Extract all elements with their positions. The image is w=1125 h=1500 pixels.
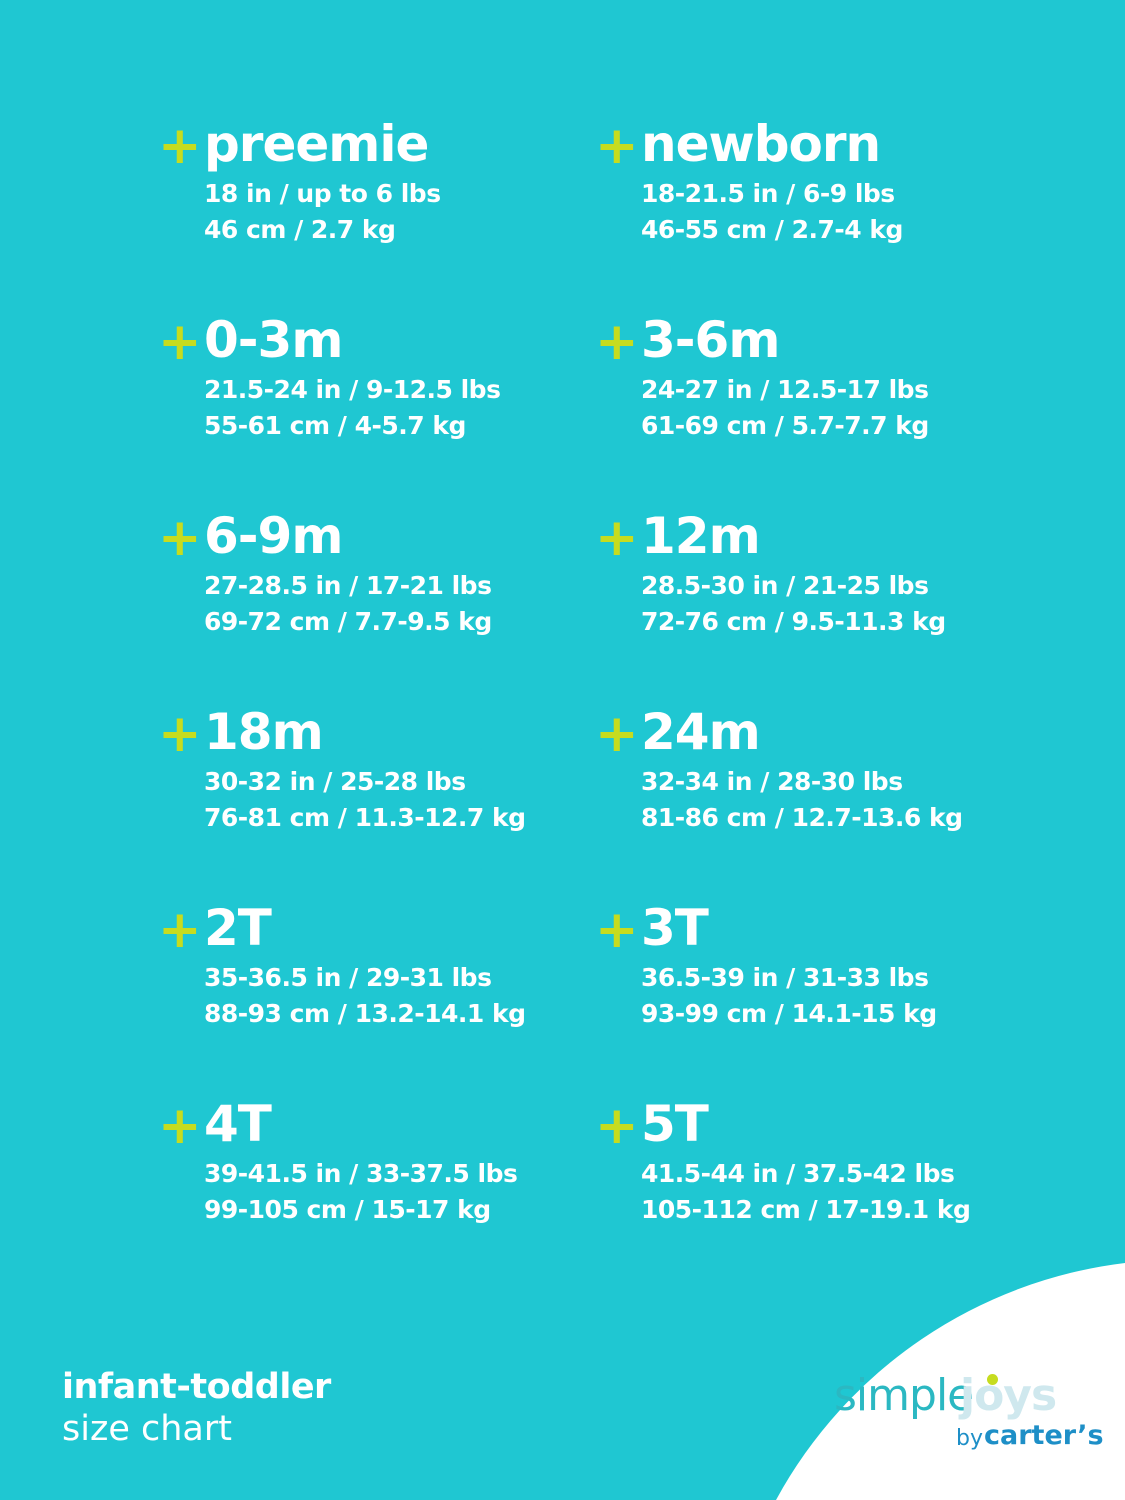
plus-icon: + bbox=[595, 900, 639, 960]
imperial-measurements: 39-41.5 in / 33-37.5 lbs bbox=[204, 1159, 518, 1188]
size-label: 18m bbox=[204, 703, 324, 761]
plus-icon: + bbox=[158, 312, 202, 372]
plus-icon: + bbox=[595, 312, 639, 372]
metric-measurements: 72-76 cm / 9.5-11.3 kg bbox=[641, 607, 946, 636]
imperial-measurements: 21.5-24 in / 9-12.5 lbs bbox=[204, 375, 501, 404]
plus-icon: + bbox=[158, 116, 202, 176]
size-label: 4T bbox=[204, 1095, 272, 1153]
metric-measurements: 46 cm / 2.7 kg bbox=[204, 215, 396, 244]
metric-measurements: 105-112 cm / 17-19.1 kg bbox=[641, 1195, 971, 1224]
size-entry: + 4T 39-41.5 in / 33-37.5 lbs 99-105 cm … bbox=[158, 1092, 595, 1288]
imperial-measurements: 30-32 in / 25-28 lbs bbox=[204, 767, 466, 796]
metric-measurements: 55-61 cm / 4-5.7 kg bbox=[204, 411, 466, 440]
size-grid: + preemie 18 in / up to 6 lbs 46 cm / 2.… bbox=[158, 112, 1032, 1288]
size-entry: + newborn 18-21.5 in / 6-9 lbs 46-55 cm … bbox=[595, 112, 1032, 308]
plus-icon: + bbox=[158, 900, 202, 960]
imperial-measurements: 28.5-30 in / 21-25 lbs bbox=[641, 571, 929, 600]
size-entry: + 18m 30-32 in / 25-28 lbs 76-81 cm / 11… bbox=[158, 700, 595, 896]
size-label: 5T bbox=[641, 1095, 709, 1153]
plus-icon: + bbox=[158, 1096, 202, 1156]
size-label: 6-9m bbox=[204, 507, 343, 565]
plus-icon: + bbox=[158, 704, 202, 764]
title-line-1: infant-toddler bbox=[62, 1367, 331, 1407]
imperial-measurements: 18-21.5 in / 6-9 lbs bbox=[641, 179, 895, 208]
metric-measurements: 81-86 cm / 12.7-13.6 kg bbox=[641, 803, 963, 832]
size-label: 12m bbox=[641, 507, 761, 565]
logo-background-shape bbox=[776, 1263, 1125, 1500]
metric-measurements: 76-81 cm / 11.3-12.7 kg bbox=[204, 803, 526, 832]
size-entry: + 6-9m 27-28.5 in / 17-21 lbs 69-72 cm /… bbox=[158, 504, 595, 700]
size-entry: + preemie 18 in / up to 6 lbs 46 cm / 2.… bbox=[158, 112, 595, 308]
size-label: 2T bbox=[204, 899, 272, 957]
size-entry: + 3-6m 24-27 in / 12.5-17 lbs 61-69 cm /… bbox=[595, 308, 1032, 504]
size-label: 3T bbox=[641, 899, 709, 957]
imperial-measurements: 27-28.5 in / 17-21 lbs bbox=[204, 571, 492, 600]
size-label: preemie bbox=[204, 115, 429, 173]
imperial-measurements: 36.5-39 in / 31-33 lbs bbox=[641, 963, 929, 992]
size-label: 3-6m bbox=[641, 311, 780, 369]
plus-icon: + bbox=[595, 704, 639, 764]
metric-measurements: 88-93 cm / 13.2-14.1 kg bbox=[204, 999, 526, 1028]
metric-measurements: 99-105 cm / 15-17 kg bbox=[204, 1195, 491, 1224]
logo-background-circle bbox=[776, 1263, 1125, 1500]
metric-measurements: 69-72 cm / 7.7-9.5 kg bbox=[204, 607, 492, 636]
plus-icon: + bbox=[158, 508, 202, 568]
plus-icon: + bbox=[595, 508, 639, 568]
plus-icon: + bbox=[595, 1096, 639, 1156]
size-entry: + 24m 32-34 in / 28-30 lbs 81-86 cm / 12… bbox=[595, 700, 1032, 896]
plus-icon: + bbox=[595, 116, 639, 176]
metric-measurements: 93-99 cm / 14.1-15 kg bbox=[641, 999, 937, 1028]
imperial-measurements: 41.5-44 in / 37.5-42 lbs bbox=[641, 1159, 955, 1188]
size-label: 24m bbox=[641, 703, 761, 761]
metric-measurements: 61-69 cm / 5.7-7.7 kg bbox=[641, 411, 929, 440]
logo-simple: simple bbox=[834, 1370, 974, 1421]
size-entry: + 0-3m 21.5-24 in / 9-12.5 lbs 55-61 cm … bbox=[158, 308, 595, 504]
imperial-measurements: 18 in / up to 6 lbs bbox=[204, 179, 441, 208]
logo-joys: joys bbox=[960, 1370, 1057, 1421]
logo-carters: carter’s bbox=[984, 1420, 1104, 1451]
simple-joys-logo: simple joys by carter’s bbox=[834, 1370, 1104, 1470]
size-entry: + 5T 41.5-44 in / 37.5-42 lbs 105-112 cm… bbox=[595, 1092, 1032, 1288]
size-entry: + 3T 36.5-39 in / 31-33 lbs 93-99 cm / 1… bbox=[595, 896, 1032, 1092]
size-label: 0-3m bbox=[204, 311, 343, 369]
imperial-measurements: 32-34 in / 28-30 lbs bbox=[641, 767, 903, 796]
size-entry: + 12m 28.5-30 in / 21-25 lbs 72-76 cm / … bbox=[595, 504, 1032, 700]
size-label: newborn bbox=[641, 115, 881, 173]
title-line-2: size chart bbox=[62, 1409, 232, 1449]
size-entry: + 2T 35-36.5 in / 29-31 lbs 88-93 cm / 1… bbox=[158, 896, 595, 1092]
logo-dot-icon bbox=[987, 1374, 998, 1385]
imperial-measurements: 24-27 in / 12.5-17 lbs bbox=[641, 375, 929, 404]
chart-title: infant-toddler size chart bbox=[62, 1366, 331, 1450]
metric-measurements: 46-55 cm / 2.7-4 kg bbox=[641, 215, 903, 244]
imperial-measurements: 35-36.5 in / 29-31 lbs bbox=[204, 963, 492, 992]
logo-by: by bbox=[956, 1426, 983, 1451]
